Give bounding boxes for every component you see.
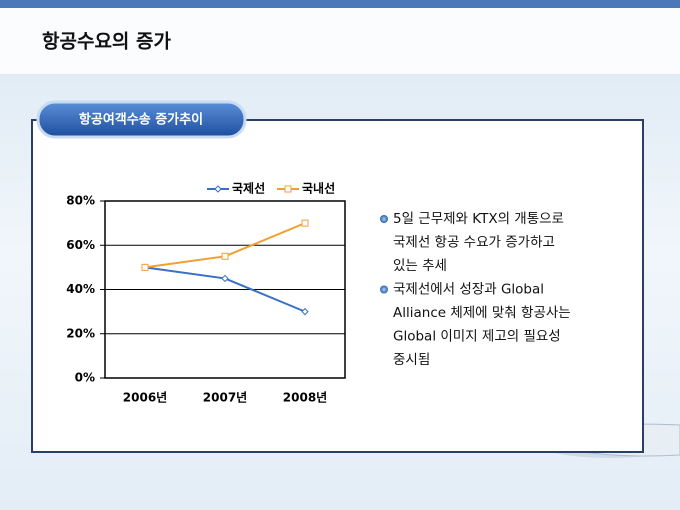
point: [301, 219, 309, 227]
point: [301, 307, 309, 316]
legend-label: 국제선: [232, 181, 265, 196]
section-badge: [36, 100, 247, 139]
point: [221, 252, 229, 260]
top-band: [0, 0, 680, 8]
y-tick-label: 40%: [66, 282, 95, 296]
bullet-text: Global 이미지 제고의 필요성: [393, 329, 561, 345]
y-tick-label: 60%: [66, 238, 95, 252]
y-tick-label: 80%: [66, 194, 95, 208]
bullet-text: Alliance 체제에 맞춰 항공사는: [393, 305, 571, 321]
x-tick-label: 2006년: [123, 391, 167, 405]
slide-title: 항공수요의 증가: [42, 31, 171, 53]
y-tick-label: 0%: [75, 371, 95, 385]
y-tick-label: 20%: [66, 326, 95, 340]
x-tick-label: 2007년: [203, 391, 247, 405]
point: [284, 185, 292, 193]
point: [141, 263, 149, 271]
bullet-icon: [380, 215, 388, 223]
section-title: 항공여객수송 증가추이: [79, 112, 203, 128]
legend-label: 국내선: [302, 181, 335, 196]
point: [221, 274, 229, 283]
bullet-icon: [380, 285, 388, 294]
bullet-text: 있는 추세: [393, 258, 447, 274]
bullet-text: 5일 근무제와 KTX의 개통으로: [393, 211, 564, 227]
point: [214, 185, 222, 193]
header: [0, 8, 680, 74]
x-tick-label: 2008년: [283, 391, 327, 405]
bullet-text: 국제선에서 성장과 Global: [393, 282, 544, 298]
bullet-text: 국제선 항공 수요가 증가하고: [393, 235, 555, 251]
bullet-text: 중시됨: [393, 352, 430, 368]
